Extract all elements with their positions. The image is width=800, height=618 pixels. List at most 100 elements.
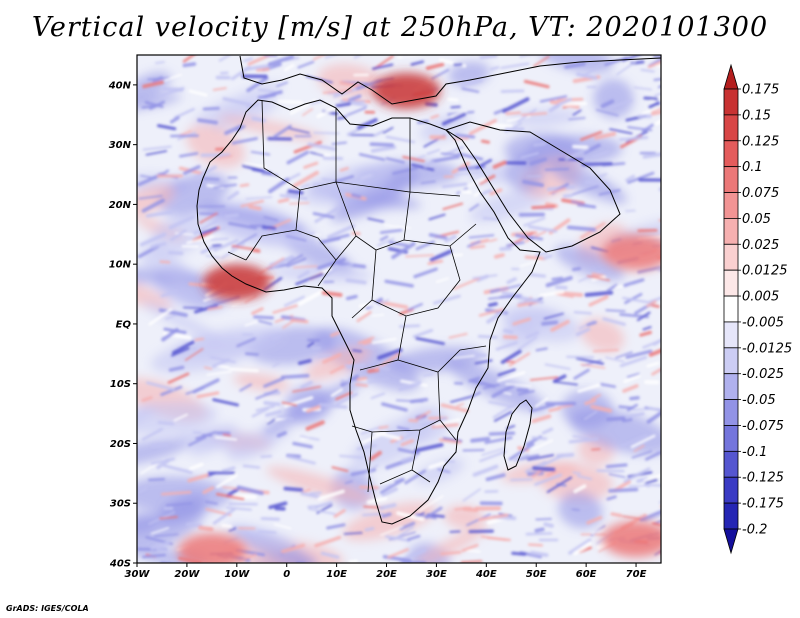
field-streak [221,466,236,473]
field-streak [544,363,571,370]
field-streak [510,478,533,482]
credit-text: GrADS: IGES/COLA [6,604,89,613]
field-streak [173,107,195,119]
field-streak [648,406,661,412]
field-streak [285,235,307,242]
field-streak [339,100,368,108]
field-streak [263,216,279,222]
field-streak [242,464,261,469]
field-streak [339,454,363,459]
field-streak [212,183,237,189]
field-streak [605,463,628,469]
field-streak [630,434,656,449]
field-streak [465,349,475,353]
colorbar-bin [723,269,739,297]
field-streak [633,444,645,453]
field-streak [384,279,414,288]
field-streak [212,508,236,525]
field-streak [272,304,298,314]
mediterranean-updraft [372,72,441,109]
field-streak [264,410,282,417]
field-streak [215,492,245,501]
field-streak [186,235,214,244]
field-streak [379,235,389,242]
field-streak [654,119,661,126]
field-streak [212,398,239,407]
field-streak [297,270,310,280]
field-streak [198,525,214,532]
field-streak [580,363,606,369]
field-streak [539,290,565,298]
field-streak [434,418,461,426]
field-streak [503,328,514,334]
field-streak [440,403,470,413]
field-streak [150,442,170,448]
field-streak [648,101,661,109]
colorbar-bin [723,114,739,142]
field-streak [442,202,464,211]
colorbar-bin [723,502,739,530]
field-streak [578,269,604,283]
field-blob [139,247,191,283]
field-blob [209,98,278,131]
field-streak [300,491,321,499]
field-streak [344,480,353,485]
field-blob [317,63,383,99]
field-streak [433,294,461,305]
field-streak [571,267,582,272]
field-streak [608,487,639,493]
field-streak [530,550,549,557]
field-streak [283,486,304,492]
field-streak [529,403,556,413]
field-streak [651,107,661,113]
field-streak [395,399,424,403]
field-streak [345,294,358,301]
field-streak [568,437,599,444]
field-streak [309,99,324,105]
field-streak [482,383,500,390]
field-streak [649,303,660,308]
field-streak [452,253,464,257]
field-streak [620,433,648,448]
field-streak [217,154,233,160]
colorbar-bin [723,88,739,116]
field-streak [462,488,481,502]
lat-tick-label: 10N [109,260,132,271]
field-streak [584,410,598,420]
field-streak [287,455,316,465]
lat-tick-label: 30N [109,140,132,151]
field-streak [479,450,507,463]
field-streak [286,150,309,165]
field-streak [600,99,615,108]
field-streak [651,522,661,527]
lat-tick-label: 20S [110,439,131,450]
field-streak [202,486,215,495]
field-streak [457,152,484,161]
colorbar-bin [723,140,739,168]
field-streak [487,302,498,307]
field-streak [571,200,597,209]
colorbar-bottom-arrow [723,528,739,555]
field-streak [479,174,496,185]
field-streak [543,254,553,260]
field-streak [452,354,477,360]
field-streak [245,196,273,200]
field-streak [642,152,661,159]
field-streak [605,309,626,313]
field-streak [196,391,220,399]
field-streak [527,454,555,461]
field-streak [150,541,170,551]
field-streak [205,500,218,505]
field-streak [244,352,259,356]
field-streak [658,219,661,222]
field-streak [489,288,501,294]
field-streak [517,390,535,396]
field-streak [626,372,640,378]
field-streak [449,530,461,533]
field-streak [495,341,518,351]
colorbar-label: 0.125 [742,134,779,149]
colorbar-label: 0.175 [742,83,779,98]
field-streak [398,324,421,328]
field-streak [362,345,376,350]
field-streak [385,157,405,164]
